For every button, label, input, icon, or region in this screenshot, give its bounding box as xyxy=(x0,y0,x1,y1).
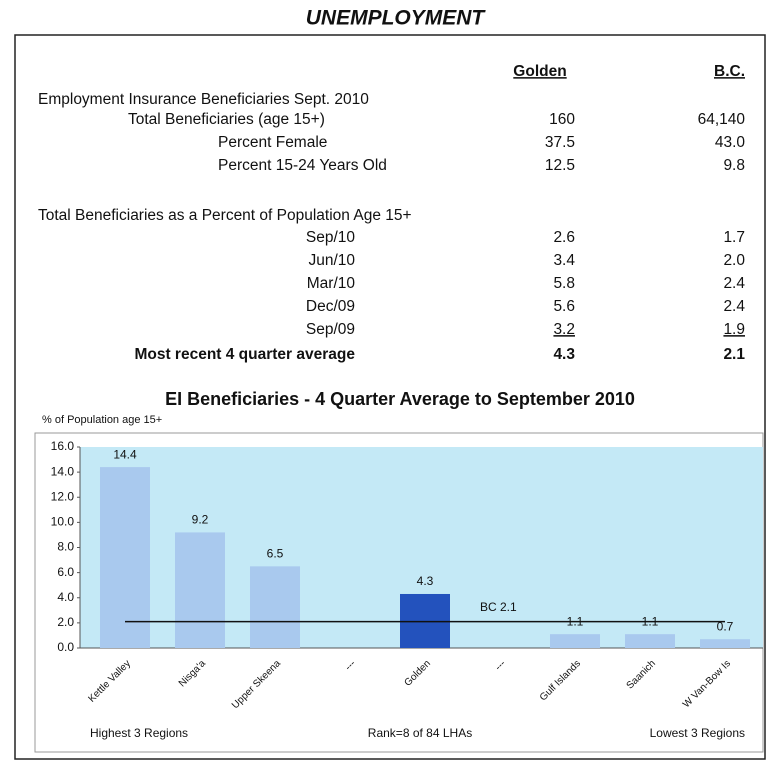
footnote: Lowest 3 Regions xyxy=(650,726,745,740)
row-label: Percent Female xyxy=(218,134,327,151)
footnote: Highest 3 Regions xyxy=(90,726,188,740)
bc-value: 9.8 xyxy=(723,157,745,174)
y-tick-label: 12.0 xyxy=(51,489,75,503)
bc-value: 2.0 xyxy=(723,252,745,269)
data-label: 14.4 xyxy=(113,447,137,461)
bc-value: 1.9 xyxy=(723,321,745,338)
footnote: Rank=8 of 84 LHAs xyxy=(368,726,472,740)
y-axis-label: % of Population age 15+ xyxy=(42,414,162,426)
golden-value: 2.6 xyxy=(553,229,575,246)
bc-value: 2.4 xyxy=(723,275,745,292)
golden-value: 5.8 xyxy=(553,275,575,292)
data-label: 0.7 xyxy=(717,619,734,633)
row-label: Sep/10 xyxy=(306,229,356,246)
frame xyxy=(14,34,766,760)
y-tick-label: 6.0 xyxy=(57,565,74,579)
row-label: Mar/10 xyxy=(307,275,356,292)
column-header: Golden xyxy=(513,63,566,80)
reference-label: BC 2.1 xyxy=(480,600,517,614)
golden-value: 37.5 xyxy=(545,134,575,151)
y-tick-label: 2.0 xyxy=(57,615,74,629)
y-tick-label: 8.0 xyxy=(57,540,74,554)
bc-value: 1.7 xyxy=(723,229,745,246)
bar xyxy=(250,566,300,648)
bc-value: 2.4 xyxy=(723,298,745,315)
section-heading: Total Beneficiaries as a Percent of Popu… xyxy=(38,207,412,224)
section-heading: Employment Insurance Beneficiaries Sept.… xyxy=(38,91,369,108)
chart-title: EI Beneficiaries - 4 Quarter Average to … xyxy=(165,389,635,409)
data-label: 4.3 xyxy=(417,574,434,588)
y-tick-label: 14.0 xyxy=(51,464,75,478)
golden-value: 12.5 xyxy=(545,157,575,174)
bc-value: 64,140 xyxy=(698,111,746,128)
bar xyxy=(100,467,150,648)
column-header: B.C. xyxy=(714,63,745,80)
bc-value: 43.0 xyxy=(715,134,746,151)
bar xyxy=(625,634,675,648)
y-tick-label: 10.0 xyxy=(51,515,75,529)
data-label: 6.5 xyxy=(267,547,284,561)
page-title: UNEMPLOYMENT xyxy=(306,7,487,30)
bc-value: 2.1 xyxy=(723,346,745,363)
golden-value: 160 xyxy=(549,111,575,128)
golden-value: 5.6 xyxy=(553,298,575,315)
golden-value: 3.4 xyxy=(553,252,575,269)
bar xyxy=(700,639,750,648)
row-label: Dec/09 xyxy=(306,298,355,315)
golden-value: 3.2 xyxy=(553,321,575,338)
row-label: Most recent 4 quarter average xyxy=(134,346,355,363)
bar xyxy=(550,634,600,648)
row-label: Sep/09 xyxy=(306,321,355,338)
golden-value: 4.3 xyxy=(553,346,575,363)
y-tick-label: 0.0 xyxy=(57,640,74,654)
row-label: Total Beneficiaries (age 15+) xyxy=(128,111,325,128)
row-label: Percent 15-24 Years Old xyxy=(218,157,387,174)
data-label: 9.2 xyxy=(192,513,209,527)
bar xyxy=(175,532,225,648)
y-tick-label: 4.0 xyxy=(57,590,74,604)
y-tick-label: 16.0 xyxy=(51,439,75,453)
row-label: Jun/10 xyxy=(308,252,355,269)
